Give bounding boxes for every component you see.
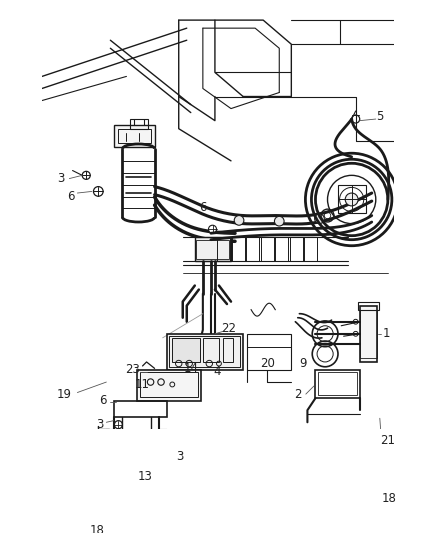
Bar xyxy=(275,237,288,261)
Circle shape xyxy=(314,214,324,224)
Bar xyxy=(172,338,201,362)
Bar xyxy=(195,237,231,261)
Bar xyxy=(246,237,259,261)
Bar xyxy=(169,336,240,367)
Bar xyxy=(290,237,303,261)
Bar xyxy=(114,401,167,417)
Bar xyxy=(360,305,378,362)
Bar xyxy=(217,237,230,261)
Text: 19: 19 xyxy=(57,387,72,401)
Text: 13: 13 xyxy=(138,470,152,483)
Text: 1: 1 xyxy=(382,327,390,340)
Bar xyxy=(360,310,378,358)
Text: 6: 6 xyxy=(67,190,75,203)
Bar xyxy=(167,334,243,370)
Bar xyxy=(232,237,245,261)
Bar xyxy=(223,338,233,362)
Text: 11: 11 xyxy=(135,378,150,391)
Text: 3: 3 xyxy=(96,418,104,431)
Circle shape xyxy=(275,216,284,226)
Bar xyxy=(358,302,379,310)
Text: 14: 14 xyxy=(183,362,198,375)
Bar xyxy=(261,237,274,261)
Bar xyxy=(140,373,198,397)
Text: 18: 18 xyxy=(89,524,104,533)
Text: 2: 2 xyxy=(294,387,301,401)
Text: 21: 21 xyxy=(380,434,396,447)
Text: 22: 22 xyxy=(221,322,236,335)
Text: 23: 23 xyxy=(125,364,140,376)
Text: 5: 5 xyxy=(376,110,384,123)
Bar xyxy=(137,370,201,401)
Text: 6: 6 xyxy=(199,201,207,214)
Text: 18: 18 xyxy=(382,492,397,505)
Text: 4: 4 xyxy=(214,365,221,378)
Bar xyxy=(203,338,219,362)
Bar xyxy=(247,334,291,370)
Text: 3: 3 xyxy=(58,172,65,185)
Bar xyxy=(114,125,155,147)
Bar xyxy=(131,119,148,128)
Text: 9: 9 xyxy=(300,357,307,370)
Bar xyxy=(196,240,230,259)
Text: 3: 3 xyxy=(177,450,184,463)
Bar xyxy=(318,373,357,395)
Circle shape xyxy=(345,193,358,206)
Bar xyxy=(118,128,151,143)
Bar xyxy=(304,237,317,261)
Circle shape xyxy=(208,225,216,233)
Text: 20: 20 xyxy=(260,357,275,370)
Bar xyxy=(338,185,366,213)
Bar xyxy=(315,370,360,398)
Text: 6: 6 xyxy=(99,394,107,407)
Circle shape xyxy=(234,215,244,225)
